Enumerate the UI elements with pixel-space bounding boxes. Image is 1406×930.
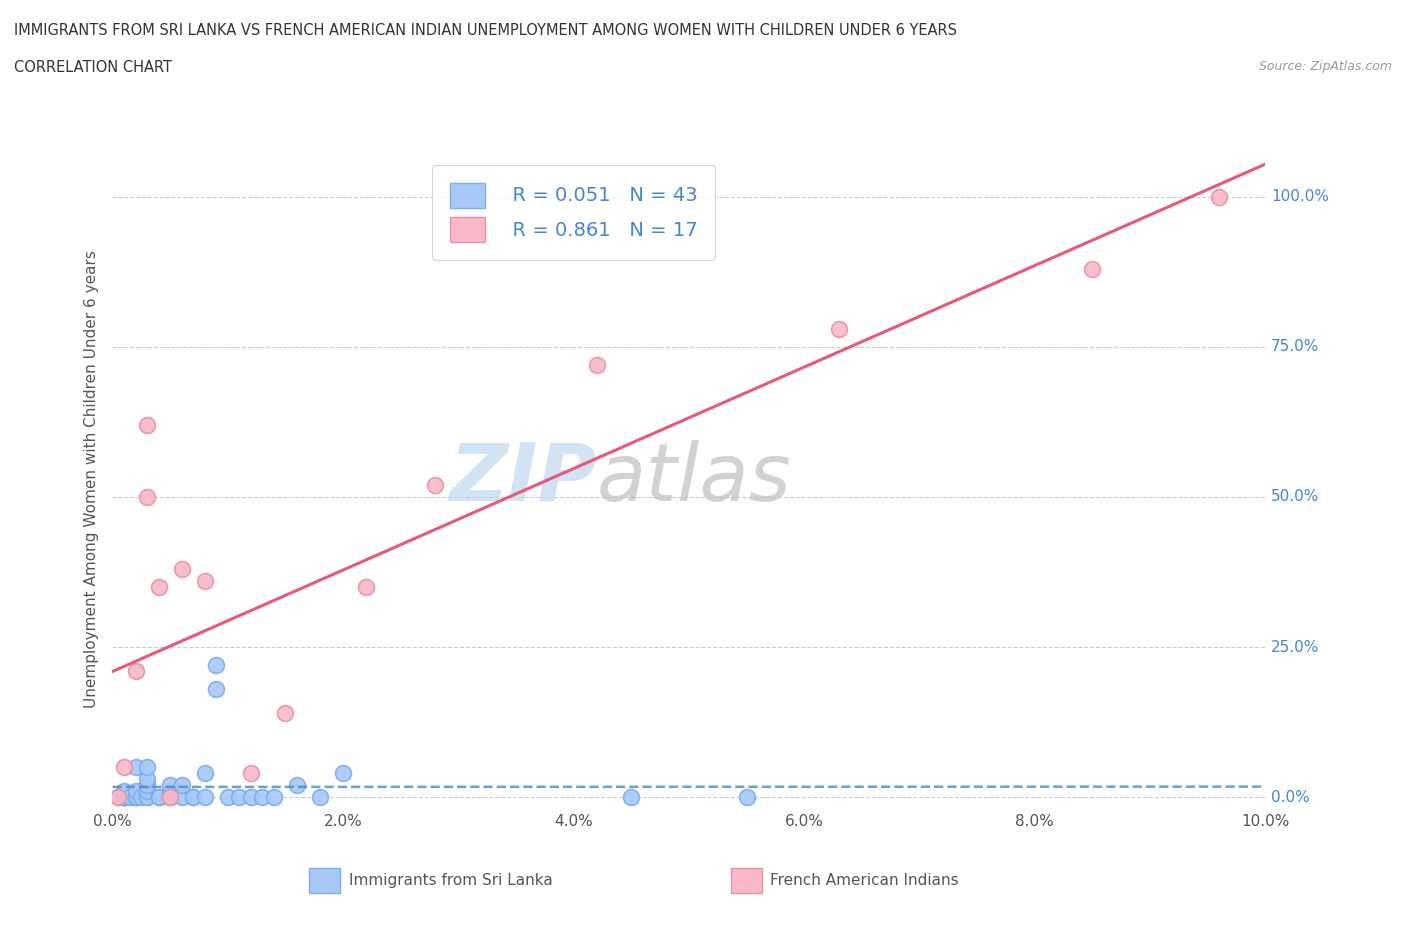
Point xyxy=(148,579,170,594)
Text: 50.0%: 50.0% xyxy=(1271,489,1320,504)
Point xyxy=(828,322,851,337)
Point xyxy=(129,790,153,804)
Point xyxy=(124,784,146,799)
Point xyxy=(205,658,228,672)
Text: Source: ZipAtlas.com: Source: ZipAtlas.com xyxy=(1258,60,1392,73)
Point xyxy=(124,760,146,775)
Point xyxy=(136,489,159,504)
Y-axis label: Unemployment Among Women with Children Under 6 years: Unemployment Among Women with Children U… xyxy=(83,250,98,708)
Point xyxy=(194,765,217,780)
Point xyxy=(136,790,159,804)
Text: CORRELATION CHART: CORRELATION CHART xyxy=(14,60,172,75)
Point xyxy=(148,790,170,804)
Point xyxy=(170,790,193,804)
Point xyxy=(205,682,228,697)
Point xyxy=(159,784,181,799)
Point xyxy=(159,790,181,804)
Point xyxy=(136,784,159,799)
Point xyxy=(735,790,758,804)
Point xyxy=(585,357,607,372)
Text: Immigrants from Sri Lanka: Immigrants from Sri Lanka xyxy=(349,873,553,888)
Point xyxy=(228,790,250,804)
Point xyxy=(107,790,129,804)
Point xyxy=(136,418,159,432)
Text: atlas: atlas xyxy=(596,440,792,518)
Point xyxy=(252,790,274,804)
Legend:   R = 0.051   N = 43,   R = 0.861   N = 17: R = 0.051 N = 43, R = 0.861 N = 17 xyxy=(432,166,716,259)
Point xyxy=(620,790,643,804)
Point xyxy=(263,790,285,804)
Point xyxy=(170,777,193,792)
Point xyxy=(112,790,135,804)
Point xyxy=(194,574,217,589)
Point xyxy=(136,772,159,787)
Point xyxy=(170,562,193,577)
Text: IMMIGRANTS FROM SRI LANKA VS FRENCH AMERICAN INDIAN UNEMPLOYMENT AMONG WOMEN WIT: IMMIGRANTS FROM SRI LANKA VS FRENCH AMER… xyxy=(14,23,957,38)
Point xyxy=(124,664,146,679)
Point xyxy=(124,790,146,804)
Point xyxy=(159,777,181,792)
Point xyxy=(285,777,308,792)
Point xyxy=(425,477,447,492)
Point xyxy=(136,760,159,775)
Point xyxy=(239,765,262,780)
Text: ZIP: ZIP xyxy=(450,440,596,518)
Point xyxy=(112,790,135,804)
Point xyxy=(239,790,262,804)
Point xyxy=(112,760,135,775)
Text: 100.0%: 100.0% xyxy=(1271,190,1329,205)
Point xyxy=(124,790,146,804)
Point xyxy=(181,790,204,804)
Point xyxy=(148,790,170,804)
Point xyxy=(136,777,159,792)
Point xyxy=(124,790,146,804)
Point xyxy=(112,790,135,804)
Text: 0.0%: 0.0% xyxy=(1271,790,1310,804)
Point xyxy=(136,790,159,804)
Text: 25.0%: 25.0% xyxy=(1271,640,1320,655)
Point xyxy=(112,790,135,804)
Text: French American Indians: French American Indians xyxy=(770,873,959,888)
Point xyxy=(354,579,377,594)
Point xyxy=(309,790,332,804)
Point xyxy=(112,784,135,799)
Point xyxy=(148,790,170,804)
Point xyxy=(107,790,129,804)
Text: 75.0%: 75.0% xyxy=(1271,339,1320,354)
Point xyxy=(181,790,204,804)
Point xyxy=(1208,190,1230,205)
Point xyxy=(274,706,297,721)
Point xyxy=(194,790,217,804)
Point xyxy=(159,790,181,804)
Point xyxy=(332,765,354,780)
Point xyxy=(1081,261,1104,276)
Point xyxy=(217,790,239,804)
Point xyxy=(118,790,141,804)
